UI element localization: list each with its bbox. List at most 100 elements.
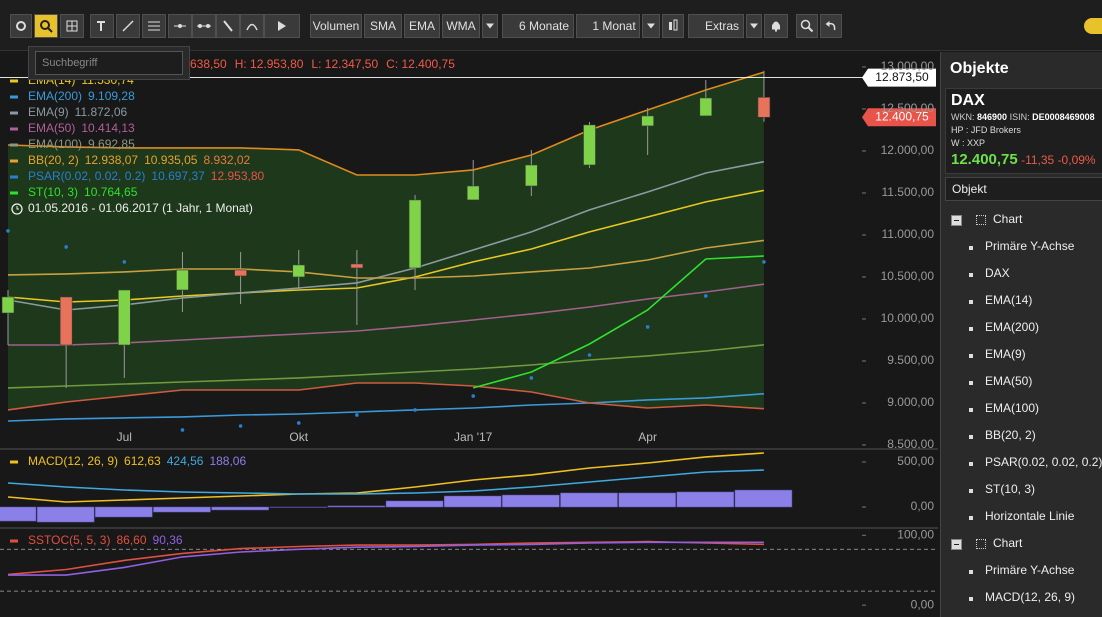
tree-node[interactable]: Chart <box>993 212 1023 226</box>
x-tick-label: Okt <box>289 430 308 444</box>
segment-tool[interactable] <box>192 14 216 38</box>
search-popup: Suchbegriff <box>28 46 190 80</box>
y-tick-label: 11.500,00 <box>882 185 935 199</box>
indicator-line <box>8 283 765 346</box>
legend-marker <box>10 460 18 464</box>
tree-item[interactable]: DAX <box>985 266 1010 280</box>
legend-name: PSAR(0.02, 0.02, 0.2) <box>28 169 145 183</box>
icon <box>66 20 78 32</box>
ohlc-header: 638,50 H: 12.953,80 L: 12.347,50 C: 12.400,… <box>190 57 455 71</box>
alert-dropdown[interactable] <box>746 14 762 38</box>
candle-body <box>583 124 596 166</box>
legend-entry: MACD(12, 26, 9) 612,63 424,56 188,06 <box>28 454 246 468</box>
tree-bullet <box>969 354 973 358</box>
tree-item[interactable]: EMA(100) <box>985 401 1040 415</box>
hline-tool[interactable] <box>168 14 192 38</box>
legend-entry: EMA(9) 11.872,06 <box>28 105 127 119</box>
extras-dropdown[interactable]: Extras <box>688 14 744 38</box>
legend-marker <box>10 175 18 179</box>
tree-item[interactable]: BB(20, 2) <box>985 428 1036 442</box>
price-label: 12.873,50 <box>875 70 929 84</box>
histogram-bar <box>734 489 793 508</box>
settings-button[interactable] <box>10 14 32 38</box>
zoom-button[interactable] <box>796 14 818 38</box>
candle-body <box>118 289 131 346</box>
icon <box>97 21 105 31</box>
tree-bullet <box>969 489 973 493</box>
tree-bullet <box>969 327 973 331</box>
icon <box>750 23 758 29</box>
pen-tool[interactable] <box>216 14 240 38</box>
legend-name: BB(20, 2) <box>28 153 79 167</box>
legend-marker <box>10 539 18 543</box>
legend-name: ST(10, 3) <box>28 185 78 199</box>
tree-item[interactable]: EMA(200) <box>985 320 1040 334</box>
legend-value: 9.109,28 <box>88 89 135 103</box>
period-dropdown[interactable]: 6 Monate <box>502 14 574 38</box>
undo-button[interactable] <box>820 14 842 38</box>
wma-button[interactable]: WMA <box>442 14 480 38</box>
search-input[interactable]: Suchbegriff <box>35 51 183 75</box>
legend-value: 10.935,05 <box>144 153 198 167</box>
psar-dot <box>471 394 476 398</box>
chart-type-dropdown[interactable] <box>642 14 660 38</box>
tree-item[interactable]: EMA(9) <box>985 347 1026 361</box>
icon <box>40 20 53 33</box>
tree-bullet <box>969 597 973 601</box>
y-tick-label: 12.500,00 <box>881 101 935 115</box>
indicator-line <box>7 160 765 311</box>
histogram-bar <box>676 491 735 508</box>
chart-type-button[interactable] <box>662 14 684 38</box>
legend-entry: EMA(50) 10.414,13 <box>28 121 135 135</box>
object-dropdown[interactable]: Objekt <box>945 177 1102 201</box>
tree-item[interactable]: MACD(12, 26, 9) <box>985 590 1076 604</box>
arc-tool[interactable] <box>240 14 264 38</box>
legend-entry: SSTOC(5, 5, 3) 86,60 90,36 <box>28 533 183 547</box>
legend-value: 11.872,06 <box>75 105 128 119</box>
tree-item[interactable]: EMA(14) <box>985 293 1033 307</box>
collapse-toggle[interactable] <box>951 539 962 550</box>
tree-node[interactable]: Chart <box>993 536 1023 550</box>
y-tick-label: 10.500,00 <box>881 269 935 283</box>
tree-item[interactable]: PSAR(0.02, 0.02, 0.2) <box>985 455 1102 469</box>
histogram-bar <box>153 506 211 513</box>
psar-dot <box>6 229 10 233</box>
legend-name: EMA(50) <box>28 121 75 135</box>
ohlc-value: 638,50 <box>190 57 227 71</box>
sma-button[interactable]: SMA <box>364 14 402 38</box>
y-tick-label: 11.000,00 <box>882 227 935 241</box>
tree-item[interactable]: Horizontale Linie <box>985 509 1075 523</box>
icon <box>122 20 134 32</box>
ema-button[interactable]: EMA <box>404 14 440 38</box>
histogram-bar <box>211 506 269 511</box>
legend-value: 424,56 <box>167 454 204 468</box>
icon <box>174 24 186 28</box>
volume-button[interactable]: Volumen <box>310 14 362 38</box>
histogram-bar <box>560 492 618 508</box>
layout-button[interactable] <box>60 14 84 38</box>
text-tool[interactable] <box>90 14 114 38</box>
alert-button[interactable] <box>764 14 788 38</box>
indicator-line <box>7 382 764 411</box>
psar-dot <box>296 421 301 425</box>
psar-dot <box>529 376 534 380</box>
collapse-toggle[interactable] <box>951 215 962 226</box>
legend-value: 10.414,13 <box>81 121 135 135</box>
candle-body <box>408 199 422 269</box>
tree-item[interactable]: Primäre Y-Achse <box>985 563 1075 577</box>
indicator-line <box>7 393 764 422</box>
fib-tool[interactable] <box>142 14 166 38</box>
search-button[interactable] <box>34 14 58 38</box>
tree-bullet <box>969 516 973 520</box>
interval-dropdown[interactable]: 1 Monat <box>576 14 640 38</box>
line-tool[interactable] <box>116 14 140 38</box>
app-icon[interactable] <box>1084 18 1102 34</box>
indicator-line <box>7 189 765 303</box>
tree-item[interactable]: Primäre Y-Achse <box>985 239 1075 253</box>
tree-item[interactable]: EMA(50) <box>985 374 1033 388</box>
tree-item[interactable]: ST(10, 3) <box>985 482 1036 496</box>
x-tick-label: Jan '17 <box>454 430 493 444</box>
arrow-tool[interactable] <box>264 14 300 38</box>
legend-value: 10.697,37 <box>151 169 205 183</box>
indicator-dropdown[interactable] <box>482 14 498 38</box>
